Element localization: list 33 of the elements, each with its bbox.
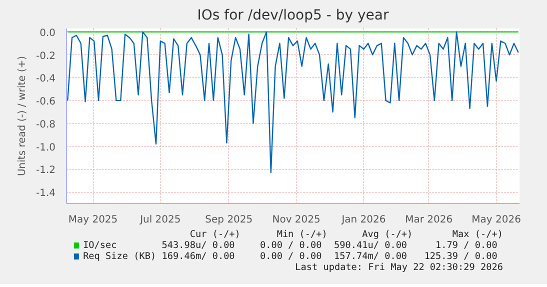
x-tick-label: Jul 2025 xyxy=(139,214,181,226)
line-series xyxy=(67,31,519,174)
x-tick-label: Nov 2025 xyxy=(272,214,320,226)
x-tick-label: May 2026 xyxy=(472,214,521,226)
x-tick-label: Sep 2025 xyxy=(205,214,253,226)
text: 0.00 / 0.00 xyxy=(260,251,322,262)
text: Avg (-/+) xyxy=(362,229,413,240)
y-tick-label: -0.6 xyxy=(36,96,56,108)
chart-title: IOs for /dev/loop5 - by year xyxy=(197,8,389,24)
x-tick-label: Mar 2026 xyxy=(405,214,453,226)
y-tick-label: -1.4 xyxy=(36,188,56,200)
text: 1.79 / 0.00 xyxy=(436,240,498,251)
y-tick-label: -0.2 xyxy=(36,50,56,62)
text: 590.41u/ 0.00 xyxy=(334,240,408,251)
text: Cur (-/+) xyxy=(190,229,240,240)
y-tick-label: 0.0 xyxy=(40,28,56,39)
y-tick-label: -0.8 xyxy=(36,119,56,130)
y-axis-title: Units read (-) / write (+) xyxy=(16,56,28,176)
text: 0.00 / 0.00 xyxy=(260,240,322,251)
text: Max (-/+) xyxy=(452,229,503,240)
text: 125.39 / 0.00 xyxy=(424,251,498,262)
legend-label: Req Size (KB) xyxy=(83,251,156,262)
text: 169.46m/ 0.00 xyxy=(162,251,236,262)
y-tick-label: -1.0 xyxy=(36,142,56,154)
text: Last update: Fri May 22 02:30:29 2026 xyxy=(295,262,504,273)
x-tick-label: Jan 2026 xyxy=(340,214,386,226)
text: Min (-/+) xyxy=(276,229,328,240)
x-tick-label: May 2025 xyxy=(68,214,118,226)
text: 157.74m/ 0.00 xyxy=(334,251,408,262)
legend-label: IO/sec xyxy=(83,240,117,251)
y-tick-label: -0.4 xyxy=(36,74,56,85)
text: 543.98u/ 0.00 xyxy=(162,240,236,251)
y-tick-label: -1.2 xyxy=(36,165,56,176)
